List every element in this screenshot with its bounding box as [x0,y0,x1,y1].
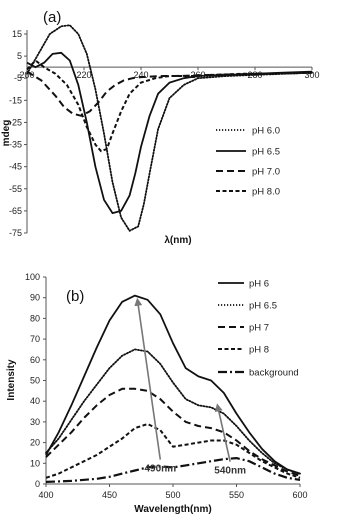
y-tick-label: 90 [30,293,40,303]
x-tick-label: 600 [292,490,307,500]
y-tick-label: 50 [30,376,40,386]
legend-label-ph-8-0: pH 8.0 [252,187,280,198]
y-axis-label: mdeg [1,120,12,147]
y-tick-label: 0 [35,479,40,489]
y-tick-label: 60 [30,355,40,365]
y-tick-label: -45 [9,162,22,172]
legend-label-ph-7-0: pH 7.0 [252,167,280,178]
y-tick-label: -55 [9,184,22,194]
x-tick-label: 400 [38,490,53,500]
panel-label-b: (b) [66,288,84,305]
legend-label-ph-6-5: pH 6.5 [249,301,277,312]
y-tick-label: 100 [25,272,40,282]
y-tick-label: -75 [9,228,22,238]
y-tick-label: 80 [30,313,40,323]
panel-label-a: (a) [43,9,61,26]
legend-label-background: background [249,368,299,379]
x-tick-label: 450 [102,490,117,500]
y-tick-label: 40 [30,396,40,406]
y-tick-label: 20 [30,438,40,448]
y-tick-label: -15 [9,95,22,105]
y-tick-label: 5 [17,51,22,61]
y-tick-label: 10 [30,458,40,468]
x-tick-label: 550 [229,490,244,500]
legend-label-ph-8: pH 8 [249,345,269,356]
y-tick-label: 15 [12,29,22,39]
legend-label-ph-6-5: pH 6.5 [252,147,280,158]
legend-label-ph-7: pH 7 [249,323,269,334]
x-tick-label: 220 [76,70,91,80]
y-tick-label: -65 [9,206,22,216]
y-axis-label: Intensity [6,359,17,401]
x-tick-label: 240 [133,70,148,80]
legend-label-ph-6: pH 6 [249,279,269,290]
x-tick-label: 500 [165,490,180,500]
x-axis-label: Wavelength(nm) [134,504,211,515]
annotation-label-490nm: 490nm [144,464,176,475]
y-tick-label: 30 [30,417,40,427]
annotation-label-540nm: 540nm [214,466,246,477]
legend-label-ph-6-0: pH 6.0 [252,126,280,137]
x-axis-label: λ(nm) [164,235,191,246]
y-tick-label: 70 [30,334,40,344]
